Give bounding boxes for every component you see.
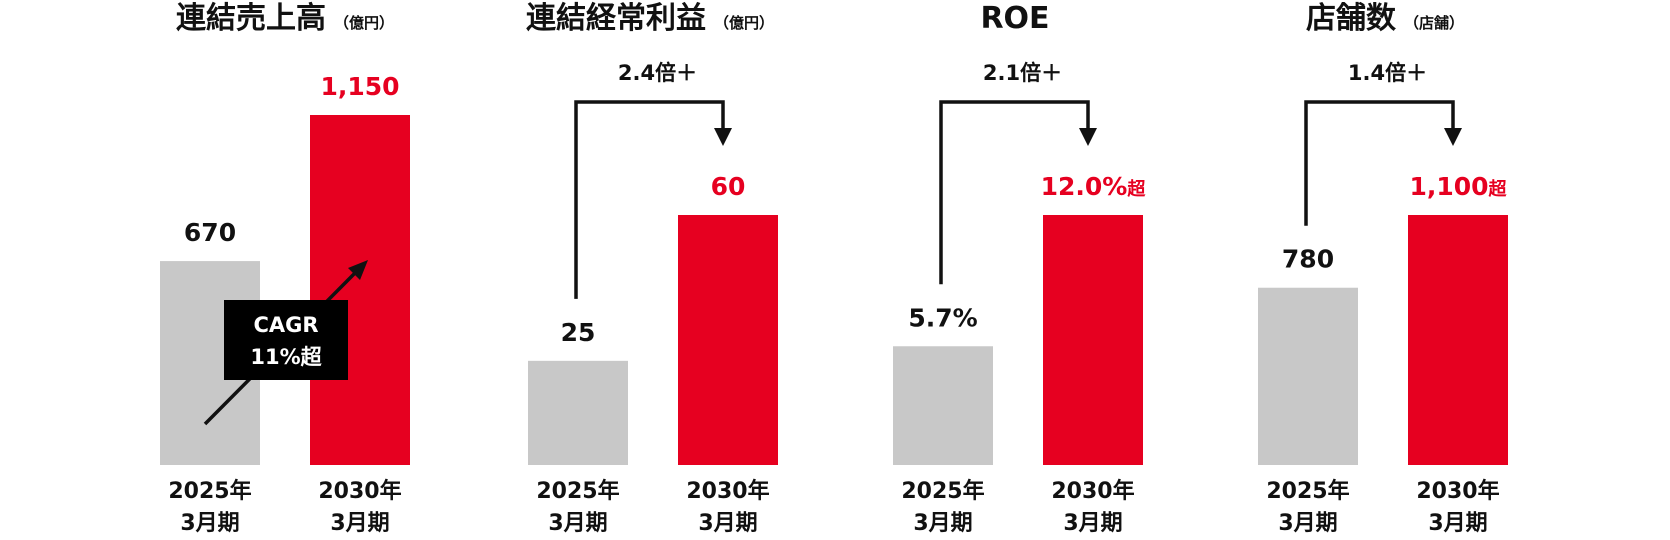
bar-2025 [1258, 287, 1358, 465]
category-label: 2030年 [1416, 478, 1499, 504]
growth-bracket [939, 100, 1090, 285]
bar-2030 [1043, 215, 1143, 465]
category-label: 3月期 [1428, 511, 1487, 536]
arrow-head-icon [714, 128, 732, 146]
category-label: 2025年 [901, 478, 984, 504]
chart-panel-4: 店舗数 （店舗） 780 2025年 3月期 1,100超 2030年 3月期 1.4倍＋ [1258, 1, 1508, 536]
cagr-label: CAGR [253, 313, 318, 337]
value-label: 1,100超 [1409, 172, 1507, 201]
chart-title: 店舗数 （店舗） [1306, 1, 1464, 36]
category-label: 3月期 [698, 511, 757, 536]
value-label: 670 [184, 218, 236, 247]
growth-bracket [574, 100, 725, 299]
growth-label: 2.4倍＋ [618, 61, 697, 85]
cagr-value: 11%超 [250, 345, 322, 369]
chart-title: 連結経常利益 （億円） [526, 1, 774, 36]
category-label: 2030年 [318, 478, 401, 504]
chart-title: 連結売上高 （億円） [176, 1, 394, 36]
category-label: 3月期 [1278, 511, 1337, 536]
cagr-badge [224, 300, 348, 380]
category-label: 2025年 [536, 478, 619, 504]
category-label: 2025年 [1266, 478, 1349, 504]
growth-label: 2.1倍＋ [983, 61, 1062, 85]
value-label: 780 [1282, 245, 1334, 274]
bar-2030 [678, 215, 778, 465]
category-label: 2030年 [686, 478, 769, 504]
growth-label: 1.4倍＋ [1348, 61, 1427, 85]
bar-2025 [893, 346, 993, 465]
category-label: 3月期 [548, 511, 607, 536]
category-label: 3月期 [330, 511, 389, 536]
category-label: 3月期 [180, 511, 239, 536]
chart-panel-1: 連結売上高 （億円） 670 2025年 3月期 1,150 2030年 3月期 CAGR 11%… [160, 1, 410, 536]
bar-2030 [1408, 215, 1508, 465]
arrow-head-icon [348, 260, 368, 280]
arrow-head-icon [1079, 128, 1097, 146]
value-label: 5.7% [908, 303, 977, 332]
category-label: 3月期 [913, 511, 972, 536]
bar-2025 [528, 360, 628, 465]
category-label: 2030年 [1051, 478, 1134, 504]
category-label: 3月期 [1063, 511, 1122, 536]
arrow-head-icon [1444, 128, 1462, 146]
bar-2030 [310, 115, 410, 465]
chart-title: ROE [980, 1, 1049, 36]
growth-bracket [1304, 100, 1455, 226]
value-label: 12.0%超 [1041, 172, 1147, 201]
value-label: 1,150 [320, 72, 399, 101]
chart-panel-2: 連結経常利益 （億円） 25 2025年 3月期 60 2030年 3月期 2.4倍＋ [526, 1, 778, 536]
chart-panel-3: ROE 5.7% 2025年 3月期 12.0%超 2030年 3月期 2.1倍＋ [893, 1, 1146, 536]
category-label: 2025年 [168, 478, 251, 504]
value-label: 60 [711, 172, 746, 201]
value-label: 25 [561, 318, 596, 347]
